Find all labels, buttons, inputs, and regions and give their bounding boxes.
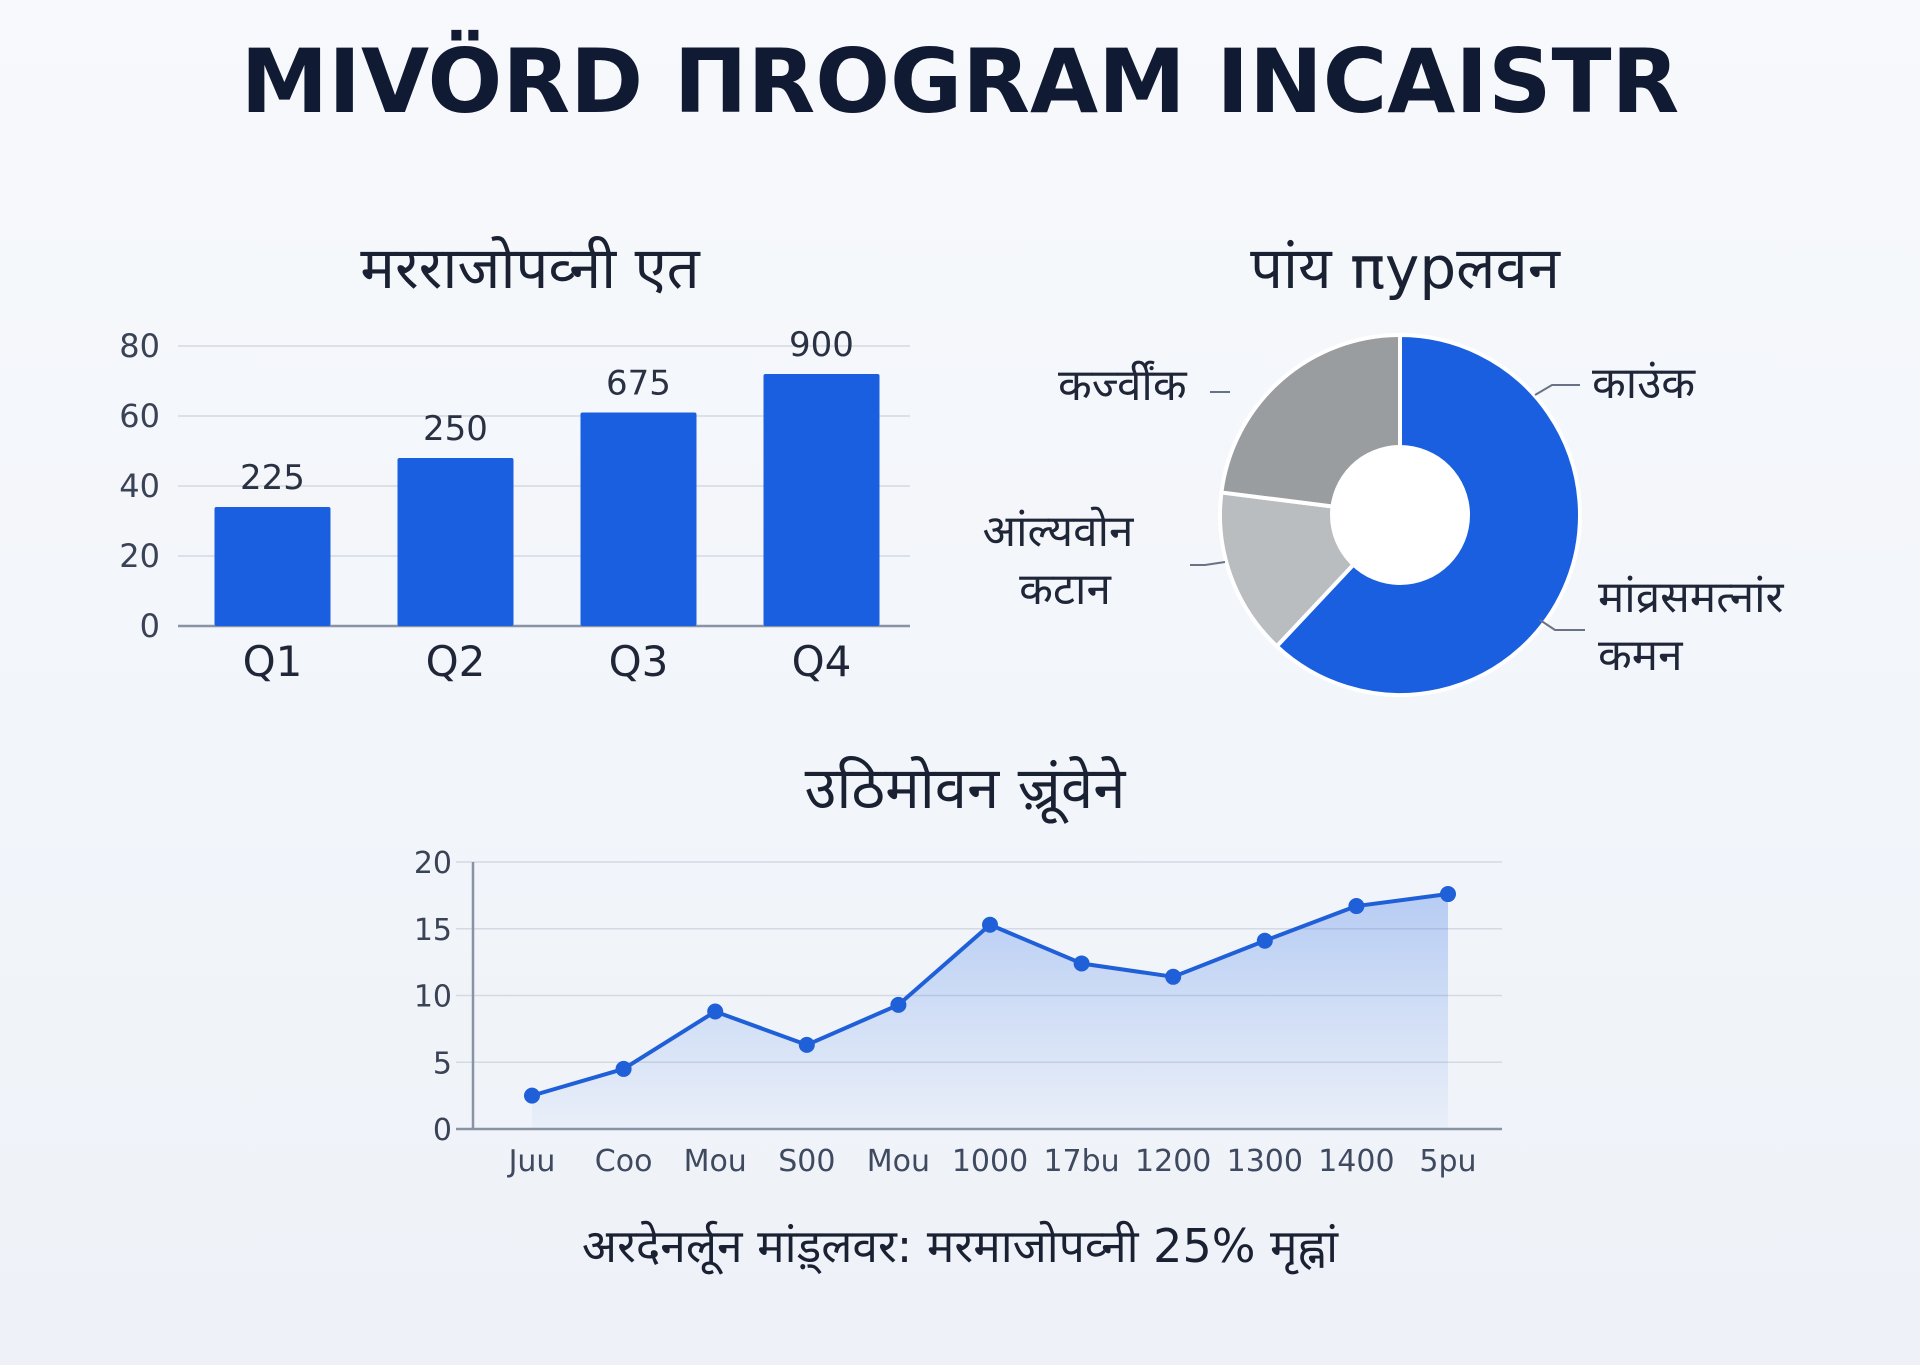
y-tick-label: 40 — [119, 467, 160, 505]
bar — [397, 458, 514, 626]
bar-chart-title: मरराजोपव्नी एत — [360, 234, 700, 302]
y-tick-label: 10 — [414, 980, 452, 1015]
slice-label-alyavon: आंल्यवोन कटान — [983, 506, 1148, 615]
bar — [580, 412, 697, 626]
page-title: ΜΙVÖRD ΠROGRAM ΙNCAΙSTR — [241, 30, 1680, 133]
bar-data-label: 225 — [240, 458, 305, 498]
bar-data-label: 250 — [423, 409, 488, 449]
y-tick-label: 60 — [119, 397, 160, 435]
y-tick-label: 0 — [433, 1113, 452, 1148]
data-point — [1440, 886, 1456, 903]
x-tick-label: 1300 — [1227, 1144, 1303, 1179]
area-fill — [532, 894, 1448, 1129]
data-point — [1165, 968, 1182, 985]
x-tick-label: Mou — [684, 1144, 747, 1179]
donut-hole — [1330, 445, 1470, 585]
slice-label-karjvink: कर्ज्वींक — [1058, 360, 1188, 411]
data-point — [524, 1087, 540, 1104]
y-tick-label: 15 — [414, 913, 452, 948]
data-point — [890, 996, 907, 1013]
line-chart: उठिमोवन ज़्रूंवेने 0 5 10 15 20 Juu Coo Mou S00… — [414, 754, 1502, 1179]
y-tick-label: 20 — [119, 537, 160, 575]
x-tick-label: Juu — [507, 1144, 556, 1179]
x-tick-label: 1000 — [952, 1144, 1028, 1179]
x-tick-label: Coo — [595, 1144, 653, 1179]
x-category-label: Q3 — [609, 637, 669, 686]
bar-data-label: 675 — [606, 364, 671, 404]
y-tick-label: 80 — [119, 327, 160, 365]
bar-data-label: 900 — [789, 325, 854, 365]
data-point — [707, 1003, 724, 1020]
x-tick-label: 17bu — [1043, 1144, 1119, 1179]
x-tick-label: 1200 — [1135, 1144, 1211, 1179]
data-point — [1256, 932, 1273, 949]
x-category-label: Q2 — [426, 637, 486, 686]
footnote: अरदेनर्लून मांड़्लवर: मरमाजोपव्नी 25% मृ… — [582, 1219, 1339, 1275]
leader-line-kaunk — [1534, 384, 1580, 396]
y-tick-label: 5 — [433, 1046, 452, 1081]
slice-label-mansamantar: मांव्रसमत्नांर कमन — [1598, 572, 1798, 681]
data-point — [615, 1060, 632, 1077]
x-category-label: Q4 — [792, 637, 852, 686]
x-tick-label: Mou — [867, 1144, 930, 1179]
data-point — [1073, 955, 1090, 972]
y-tick-label: 20 — [414, 846, 452, 881]
x-category-label: Q1 — [243, 637, 303, 686]
bar-chart: मरराजोपव्नी एत 0 20 40 60 80 225 250 675 900 Q1… — [119, 234, 910, 686]
line-chart-title: उठिमोवन ज़्रूंवेने — [805, 754, 1127, 824]
y-tick-label: 0 — [140, 607, 160, 645]
x-tick-label: 1400 — [1318, 1144, 1394, 1179]
leader-line-mansamantar — [1539, 619, 1585, 631]
leader-line-alyavon — [1190, 561, 1226, 566]
bar — [763, 374, 880, 626]
donut-chart: पांय πypलवन काउंक मांव्रसमत्नांर कमन आंल… — [983, 234, 1798, 697]
bar — [214, 507, 331, 626]
x-tick-label: 5pu — [1419, 1144, 1476, 1179]
data-point — [1348, 898, 1365, 915]
donut-chart-title: पांय πypलवन — [1250, 234, 1561, 302]
data-point — [982, 916, 998, 933]
x-tick-label: S00 — [778, 1144, 835, 1179]
slice-label-kaunk: काउंक — [1592, 358, 1696, 409]
data-point — [798, 1036, 815, 1053]
